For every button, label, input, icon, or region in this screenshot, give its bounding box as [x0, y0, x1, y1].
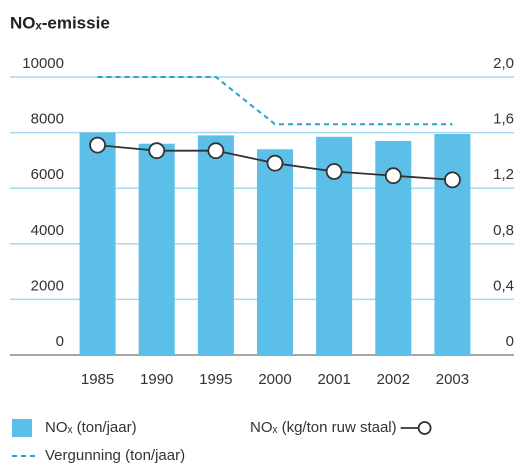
- legend-swatch: [417, 421, 432, 435]
- legend-label: NOₓ (ton/jaar): [45, 419, 137, 436]
- y-tick-label: 10000: [22, 55, 64, 72]
- y-tick-label: 8000: [31, 111, 64, 128]
- marker: [89, 136, 106, 154]
- x-tick-label: 2000: [258, 371, 291, 388]
- legend-label: NOₓ (kg/ton ruw staal): [250, 419, 397, 436]
- y2-tick-label: 2,0: [493, 55, 514, 72]
- y-tick-label: 4000: [31, 222, 64, 239]
- marker: [444, 171, 461, 189]
- x-tick-label: 2003: [436, 371, 469, 388]
- x-tick-label: 2002: [377, 371, 410, 388]
- marker: [148, 142, 166, 160]
- legend-swatch: [12, 419, 32, 437]
- y2-tick-label: 0,8: [493, 222, 514, 239]
- y2-tick-label: 0: [506, 333, 514, 350]
- y2-tick-label: 1,2: [493, 166, 514, 183]
- x-tick-label: 1990: [140, 371, 173, 388]
- marker: [207, 142, 225, 160]
- bar: [257, 149, 293, 355]
- bar: [79, 132, 116, 355]
- y2-tick-label: 1,6: [493, 111, 514, 128]
- bar: [138, 143, 175, 355]
- marker: [325, 163, 343, 180]
- bar: [197, 135, 234, 355]
- marker: [384, 167, 402, 185]
- x-tick-label: 1985: [81, 371, 114, 388]
- y-tick-label: 6000: [31, 166, 64, 183]
- y-tick-label: 0: [56, 333, 64, 350]
- bar: [434, 133, 471, 355]
- y2-tick-label: 0,4: [493, 277, 514, 294]
- legend-label: Vergunning (ton/jaar): [45, 447, 185, 464]
- y-tick-label: 2000: [31, 277, 64, 294]
- line: [97, 76, 453, 126]
- marker: [266, 154, 284, 172]
- x-tick-label: 2001: [317, 371, 350, 388]
- x-tick-label: 1995: [199, 371, 232, 388]
- chart-title: NOₓ-emissie: [10, 13, 110, 32]
